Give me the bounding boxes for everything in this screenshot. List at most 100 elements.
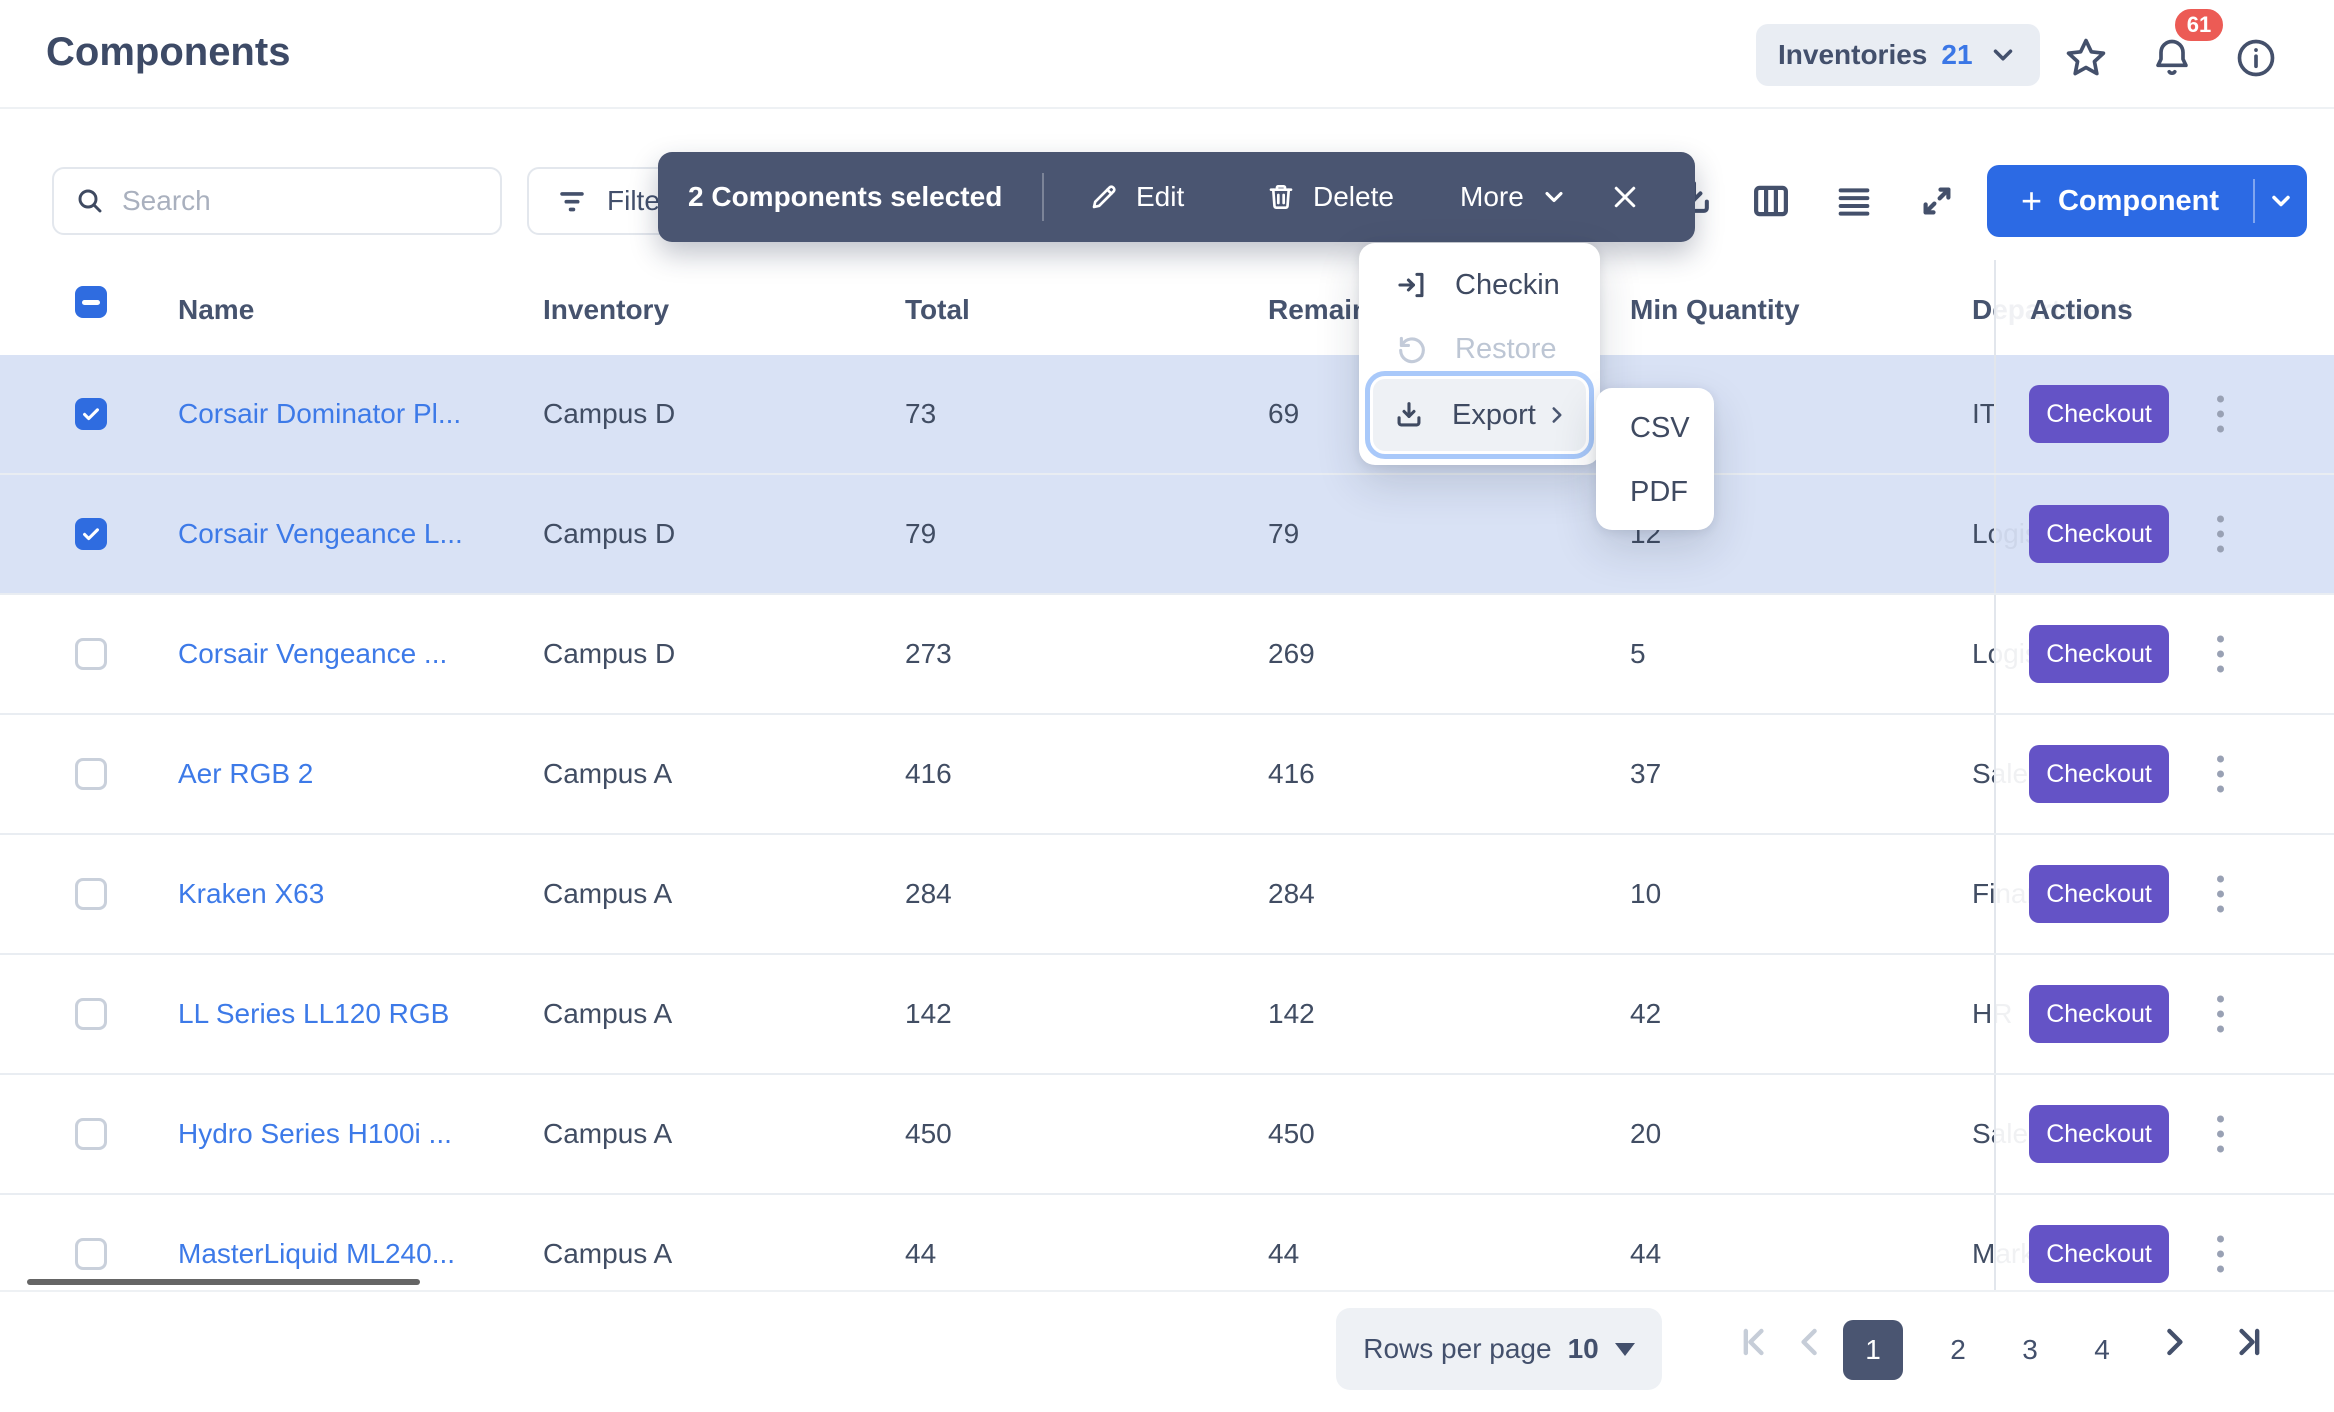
cell-remaining: 450 (1268, 1118, 1315, 1149)
page-title: Components (46, 30, 291, 74)
add-component-button[interactable]: + Component (1987, 165, 2253, 237)
previous-page-button[interactable] (1788, 1320, 1832, 1364)
cell-total: 44 (905, 1238, 937, 1269)
page-button-2[interactable]: 2 (1950, 1334, 1966, 1365)
row-menu-icon[interactable] (2211, 630, 2230, 679)
component-name-link[interactable]: Corsair Vengeance ... (178, 638, 448, 669)
page-button-1[interactable]: 1 (1843, 1320, 1903, 1380)
favorite-star-icon[interactable] (2064, 36, 2108, 80)
page-button-4[interactable]: 4 (2094, 1334, 2110, 1365)
row-menu-icon[interactable] (2211, 390, 2230, 439)
column-header-name[interactable]: Name (178, 294, 255, 325)
cell-min-quantity: 5 (1630, 638, 1646, 669)
cell-inventory: Campus D (543, 638, 676, 669)
checkout-button[interactable]: Checkout (2029, 865, 2169, 923)
component-name-link[interactable]: Corsair Dominator Pl... (178, 398, 462, 429)
horizontal-scrollbar-thumb[interactable] (27, 1279, 420, 1285)
pinned-actions-cell: Checkout (1994, 1075, 2334, 1193)
cell-min-quantity: 10 (1630, 878, 1662, 909)
menu-item-checkin[interactable]: Checkin (1359, 253, 1600, 317)
cell-total: 79 (905, 518, 937, 549)
checkout-button[interactable]: Checkout (2029, 505, 2169, 563)
checkout-button[interactable]: Checkout (2029, 1105, 2169, 1163)
cell-remaining: 142 (1268, 998, 1315, 1029)
row-checkbox[interactable] (75, 1118, 107, 1150)
checkout-button[interactable]: Checkout (2029, 1225, 2169, 1283)
last-page-button[interactable] (2226, 1320, 2270, 1364)
add-component-split-button: + Component (1987, 165, 2307, 237)
component-name-link[interactable]: MasterLiquid ML240... (178, 1238, 456, 1269)
checkout-button[interactable]: Checkout (2029, 385, 2169, 443)
checkin-icon (1398, 272, 1424, 298)
row-checkbox[interactable] (75, 638, 107, 670)
close-selection-button[interactable] (1610, 152, 1640, 242)
inventories-dropdown[interactable]: Inventories 21 (1756, 24, 2040, 86)
next-page-button[interactable] (2152, 1320, 2196, 1364)
cell-inventory: Campus A (543, 998, 673, 1029)
row-checkbox[interactable] (75, 398, 107, 430)
row-menu-icon[interactable] (2211, 1110, 2230, 1159)
delete-button[interactable]: Delete (1265, 152, 1394, 242)
cell-remaining: 269 (1268, 638, 1315, 669)
row-density-icon[interactable] (1834, 182, 1874, 222)
search-box[interactable] (52, 167, 502, 235)
row-checkbox[interactable] (75, 1238, 107, 1270)
trash-icon (1269, 185, 1293, 209)
inventories-label: Inventories (1778, 39, 1928, 70)
component-name-link[interactable]: Hydro Series H100i ... (178, 1118, 452, 1149)
search-input[interactable] (120, 184, 480, 218)
cell-min-quantity: 44 (1630, 1238, 1662, 1269)
first-page-button[interactable] (1733, 1320, 1777, 1364)
column-header-inventory[interactable]: Inventory (543, 294, 670, 325)
checkout-button[interactable]: Checkout (2029, 745, 2169, 803)
table-row: MasterLiquid ML240...Campus A444444Marke… (0, 1195, 2334, 1290)
select-all-checkbox[interactable] (75, 286, 107, 318)
row-menu-icon[interactable] (2211, 990, 2230, 1039)
menu-item-restore[interactable]: Restore (1359, 317, 1600, 381)
pencil-icon (1092, 185, 1116, 209)
submenu-item-csv[interactable]: CSV (1630, 411, 1690, 444)
cell-min-quantity: 20 (1630, 1118, 1662, 1149)
table-row: Corsair Dominator Pl... Campus D 73 69 IT Che… (0, 355, 2334, 475)
row-checkbox[interactable] (75, 518, 107, 550)
checkout-button[interactable]: Checkout (2029, 985, 2169, 1043)
row-menu-icon[interactable] (2211, 870, 2230, 919)
export-icon (1397, 402, 1421, 427)
column-header-total[interactable]: Total (905, 294, 970, 325)
pinned-actions-cell: Checkout (1994, 835, 2334, 953)
cell-inventory: Campus A (543, 1238, 673, 1269)
chevron-right-icon (1544, 402, 1570, 428)
row-checkbox[interactable] (75, 998, 107, 1030)
component-name-link[interactable]: Corsair Vengeance L... (178, 518, 463, 549)
row-menu-icon[interactable] (2211, 1230, 2230, 1279)
menu-item-export[interactable]: Export (1365, 371, 1594, 459)
more-button[interactable]: More (1460, 152, 1568, 242)
edit-label: Edit (1136, 181, 1185, 212)
rows-per-page-dropdown[interactable]: Rows per page 10 (1336, 1308, 1662, 1390)
checkin-label: Checkin (1455, 268, 1560, 301)
row-menu-icon[interactable] (2211, 750, 2230, 799)
cell-total: 450 (905, 1118, 952, 1149)
columns-icon[interactable] (1750, 180, 1792, 222)
submenu-item-pdf[interactable]: PDF (1630, 475, 1688, 508)
notifications-bell-icon[interactable] (2150, 36, 2194, 80)
checkout-button[interactable]: Checkout (2029, 625, 2169, 683)
component-name-link[interactable]: LL Series LL120 RGB (178, 998, 450, 1029)
page-button-3[interactable]: 3 (2022, 1334, 2038, 1365)
component-name-link[interactable]: Aer RGB 2 (178, 758, 314, 789)
row-checkbox[interactable] (75, 878, 107, 910)
row-menu-icon[interactable] (2211, 510, 2230, 559)
search-icon (74, 185, 106, 217)
component-name-link[interactable]: Kraken X63 (178, 878, 325, 909)
filter-icon (555, 184, 589, 218)
edit-button[interactable]: Edit (1088, 152, 1184, 242)
plus-icon: + (2020, 180, 2042, 221)
chevron-down-icon (1988, 40, 2018, 70)
expand-fullscreen-icon[interactable] (1916, 180, 1958, 222)
add-component-menu-button[interactable] (2255, 165, 2307, 237)
row-checkbox[interactable] (75, 758, 107, 790)
info-icon[interactable] (2234, 36, 2278, 80)
delete-label: Delete (1313, 181, 1394, 212)
column-header-min-quantity[interactable]: Min Quantity (1630, 294, 1800, 325)
